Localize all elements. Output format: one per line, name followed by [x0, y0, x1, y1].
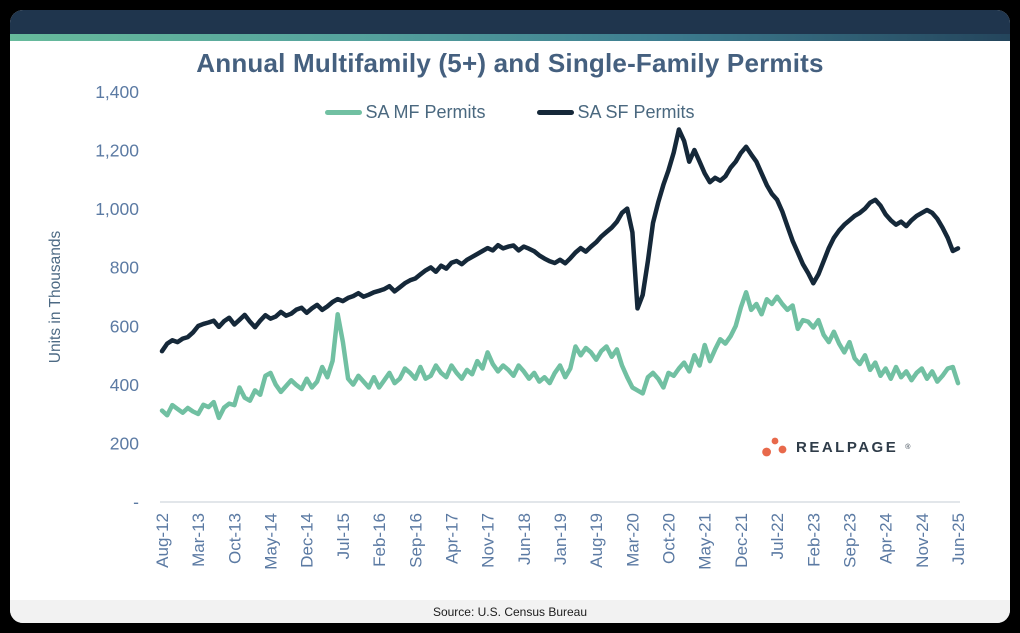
chart-legend: SA MF Permits SA SF Permits	[10, 102, 1010, 123]
x-tick-label: Feb-16	[370, 513, 389, 567]
y-tick-label: 1,200	[95, 141, 139, 161]
x-tick-label: Jul-15	[334, 513, 353, 559]
legend-item-sf: SA SF Permits	[537, 102, 695, 123]
x-tick-label: May-21	[696, 513, 715, 570]
mf-series-swatch	[325, 110, 363, 115]
sa-mf-permits-line	[159, 290, 961, 421]
top-navy-bar	[10, 10, 1010, 34]
realpage-wordmark: REALPAGE	[796, 439, 899, 456]
x-tick-label: Jan-19	[551, 513, 570, 565]
source-text: Source: U.S. Census Bureau	[432, 604, 588, 619]
realpage-logo: REALPAGE ®	[762, 436, 910, 459]
x-tick-label: Oct-20	[660, 513, 679, 564]
x-tick-label: Aug-12	[153, 513, 172, 568]
sf-series-swatch	[537, 110, 575, 115]
y-tick-label: 600	[110, 316, 139, 336]
x-tick-label: Jul-22	[768, 513, 787, 559]
y-axis-title: Units in Thousands	[47, 231, 64, 364]
accent-gradient-strip	[10, 34, 1010, 41]
chart-title: Annual Multifamily (5+) and Single-Famil…	[196, 48, 824, 78]
sa-sf-permits-line	[159, 127, 961, 354]
x-tick-label: Mar-20	[623, 513, 642, 567]
x-tick-label: Oct-13	[225, 513, 244, 564]
y-tick-label: 1,400	[95, 82, 139, 102]
x-tick-label: Sep-23	[840, 513, 859, 568]
y-tick-label: 200	[110, 433, 139, 453]
y-tick-label: -	[133, 492, 139, 512]
legend-item-mf: SA MF Permits	[325, 102, 485, 123]
x-tick-label: Jun-25	[949, 513, 968, 565]
y-tick-label: 400	[110, 375, 139, 395]
x-tick-label: Aug-19	[587, 513, 606, 568]
x-tick-label: Mar-13	[189, 513, 208, 567]
realpage-dots-icon	[762, 437, 787, 457]
x-tick-label: Jun-18	[515, 513, 534, 565]
y-tick-label: 800	[110, 258, 139, 278]
report-card: Annual Multifamily (5+) and Single-Famil…	[10, 10, 1010, 623]
sf-series-label: SA SF Permits	[577, 102, 695, 122]
y-tick-label: 1,000	[95, 199, 139, 219]
x-tick-label: Sep-16	[406, 513, 425, 568]
registered-trademark-icon: ®	[905, 444, 911, 451]
x-tick-label: May-14	[262, 513, 281, 570]
x-tick-label: Nov-17	[479, 513, 498, 568]
permits-line-chart: - 200 400 600 800 1,000 1,200 1,400 Units in Tho…	[47, 82, 968, 570]
x-tick-label: Apr-24	[877, 513, 896, 564]
x-tick-label: Nov-24	[913, 513, 932, 568]
mf-series-label: SA MF Permits	[365, 102, 486, 122]
source-footer: Source: U.S. Census Bureau	[10, 600, 1010, 623]
x-tick-label: Feb-23	[804, 513, 823, 567]
x-tick-label: Apr-17	[442, 513, 461, 564]
x-tick-label: Dec-14	[298, 513, 317, 568]
x-tick-label: Dec-21	[732, 513, 751, 568]
